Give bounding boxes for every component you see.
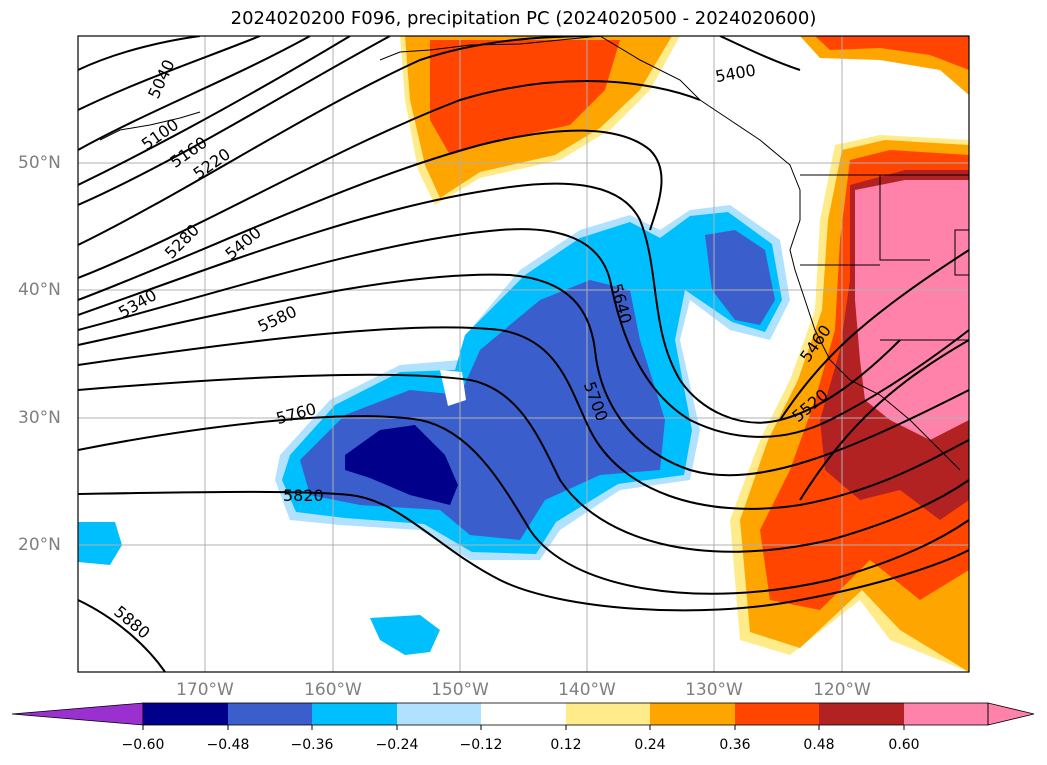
map-fields xyxy=(78,36,969,672)
lat-label: 50°N xyxy=(18,153,61,173)
colorbar-tick-label: −0.36 xyxy=(290,737,334,753)
colorbar-tick-label: −0.60 xyxy=(121,737,165,753)
colorbar-swatch xyxy=(397,703,481,725)
colorbar-tick-label: 0.48 xyxy=(803,737,835,753)
colorbar-swatch xyxy=(481,703,566,725)
colorbar xyxy=(11,702,1035,730)
colorbar-tick-label: −0.48 xyxy=(206,737,250,753)
contour-label: 5100 xyxy=(138,115,182,154)
lat-label: 20°N xyxy=(18,535,61,555)
lon-label: 170°W xyxy=(176,680,234,700)
lon-label: 140°W xyxy=(558,680,616,700)
colorbar-swatch xyxy=(819,703,904,725)
lon-label: 130°W xyxy=(685,680,743,700)
height-contours xyxy=(78,36,969,672)
colorbar-swatch xyxy=(566,703,650,725)
map-frame xyxy=(77,35,970,673)
colorbar-tick-label: 0.24 xyxy=(634,737,666,753)
contour-label: 5820 xyxy=(283,486,324,505)
colorbar-swatch xyxy=(143,703,228,725)
lon-label: 160°W xyxy=(304,680,362,700)
colorbar-tick-label: 0.36 xyxy=(719,737,751,753)
map-title: 2024020200 F096, precipitation PC (20240… xyxy=(230,8,817,29)
colorbar-max-arrow xyxy=(987,702,1035,726)
colorbar-swatch xyxy=(735,703,819,725)
colorbar-tick-label: −0.12 xyxy=(459,737,503,753)
colorbar-tick-label: −0.24 xyxy=(375,737,419,753)
lon-label: 120°W xyxy=(813,680,871,700)
lat-label: 40°N xyxy=(18,280,61,300)
contour-label: 5400 xyxy=(714,60,757,86)
colorbar-tick-label: 0.12 xyxy=(550,737,582,753)
colorbar-min-arrow xyxy=(11,702,144,726)
colorbar-tick-label: 0.60 xyxy=(888,737,920,753)
contour-label: 5580 xyxy=(255,302,300,336)
lat-label: 30°N xyxy=(18,408,61,428)
contour-label: 5280 xyxy=(161,220,203,262)
colorbar-swatch xyxy=(904,703,988,725)
cool-precip-fields xyxy=(78,205,790,655)
contour-label: 5340 xyxy=(115,285,160,322)
colorbar-swatch xyxy=(312,703,397,725)
lon-label: 150°W xyxy=(431,680,489,700)
graticule xyxy=(78,36,969,672)
colorbar-swatch xyxy=(650,703,735,725)
colorbar-swatch xyxy=(228,703,312,725)
